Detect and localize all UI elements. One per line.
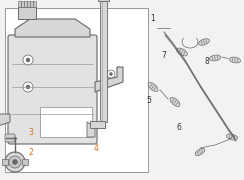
Text: 2: 2	[29, 148, 33, 157]
Circle shape	[23, 82, 33, 92]
Circle shape	[23, 55, 33, 65]
Text: 6: 6	[177, 123, 182, 132]
Circle shape	[5, 152, 25, 172]
Ellipse shape	[170, 98, 180, 106]
Bar	[18, 7, 36, 19]
Bar	[24, 1, 27, 7]
Bar	[100, 1, 107, 122]
Text: 8: 8	[205, 57, 210, 66]
Polygon shape	[87, 122, 95, 137]
Bar	[98, 0, 109, 1]
Circle shape	[110, 73, 112, 75]
Bar	[33, 1, 35, 7]
Bar	[27, 1, 30, 7]
Text: 4: 4	[94, 144, 99, 153]
Circle shape	[107, 70, 115, 78]
Bar	[30, 1, 32, 7]
Bar	[40, 107, 92, 137]
Text: 3: 3	[29, 128, 34, 137]
Text: 5: 5	[146, 96, 151, 105]
Ellipse shape	[199, 39, 209, 45]
Polygon shape	[15, 19, 90, 37]
Circle shape	[26, 85, 30, 89]
FancyBboxPatch shape	[8, 35, 97, 144]
Ellipse shape	[195, 148, 205, 156]
Polygon shape	[95, 67, 123, 92]
Text: 7: 7	[161, 51, 166, 60]
Ellipse shape	[229, 57, 241, 63]
Circle shape	[12, 159, 18, 165]
Bar	[2, 159, 8, 165]
Circle shape	[26, 58, 30, 62]
Text: 1: 1	[150, 14, 155, 23]
Ellipse shape	[209, 55, 221, 61]
Bar	[22, 159, 28, 165]
Bar	[90, 121, 105, 128]
Ellipse shape	[148, 83, 158, 91]
Bar	[21, 1, 23, 7]
Bar	[5, 8, 148, 172]
Bar	[18, 1, 20, 7]
Ellipse shape	[226, 134, 237, 140]
Circle shape	[9, 156, 21, 168]
Ellipse shape	[177, 48, 187, 56]
FancyBboxPatch shape	[5, 134, 15, 142]
Polygon shape	[0, 114, 10, 126]
